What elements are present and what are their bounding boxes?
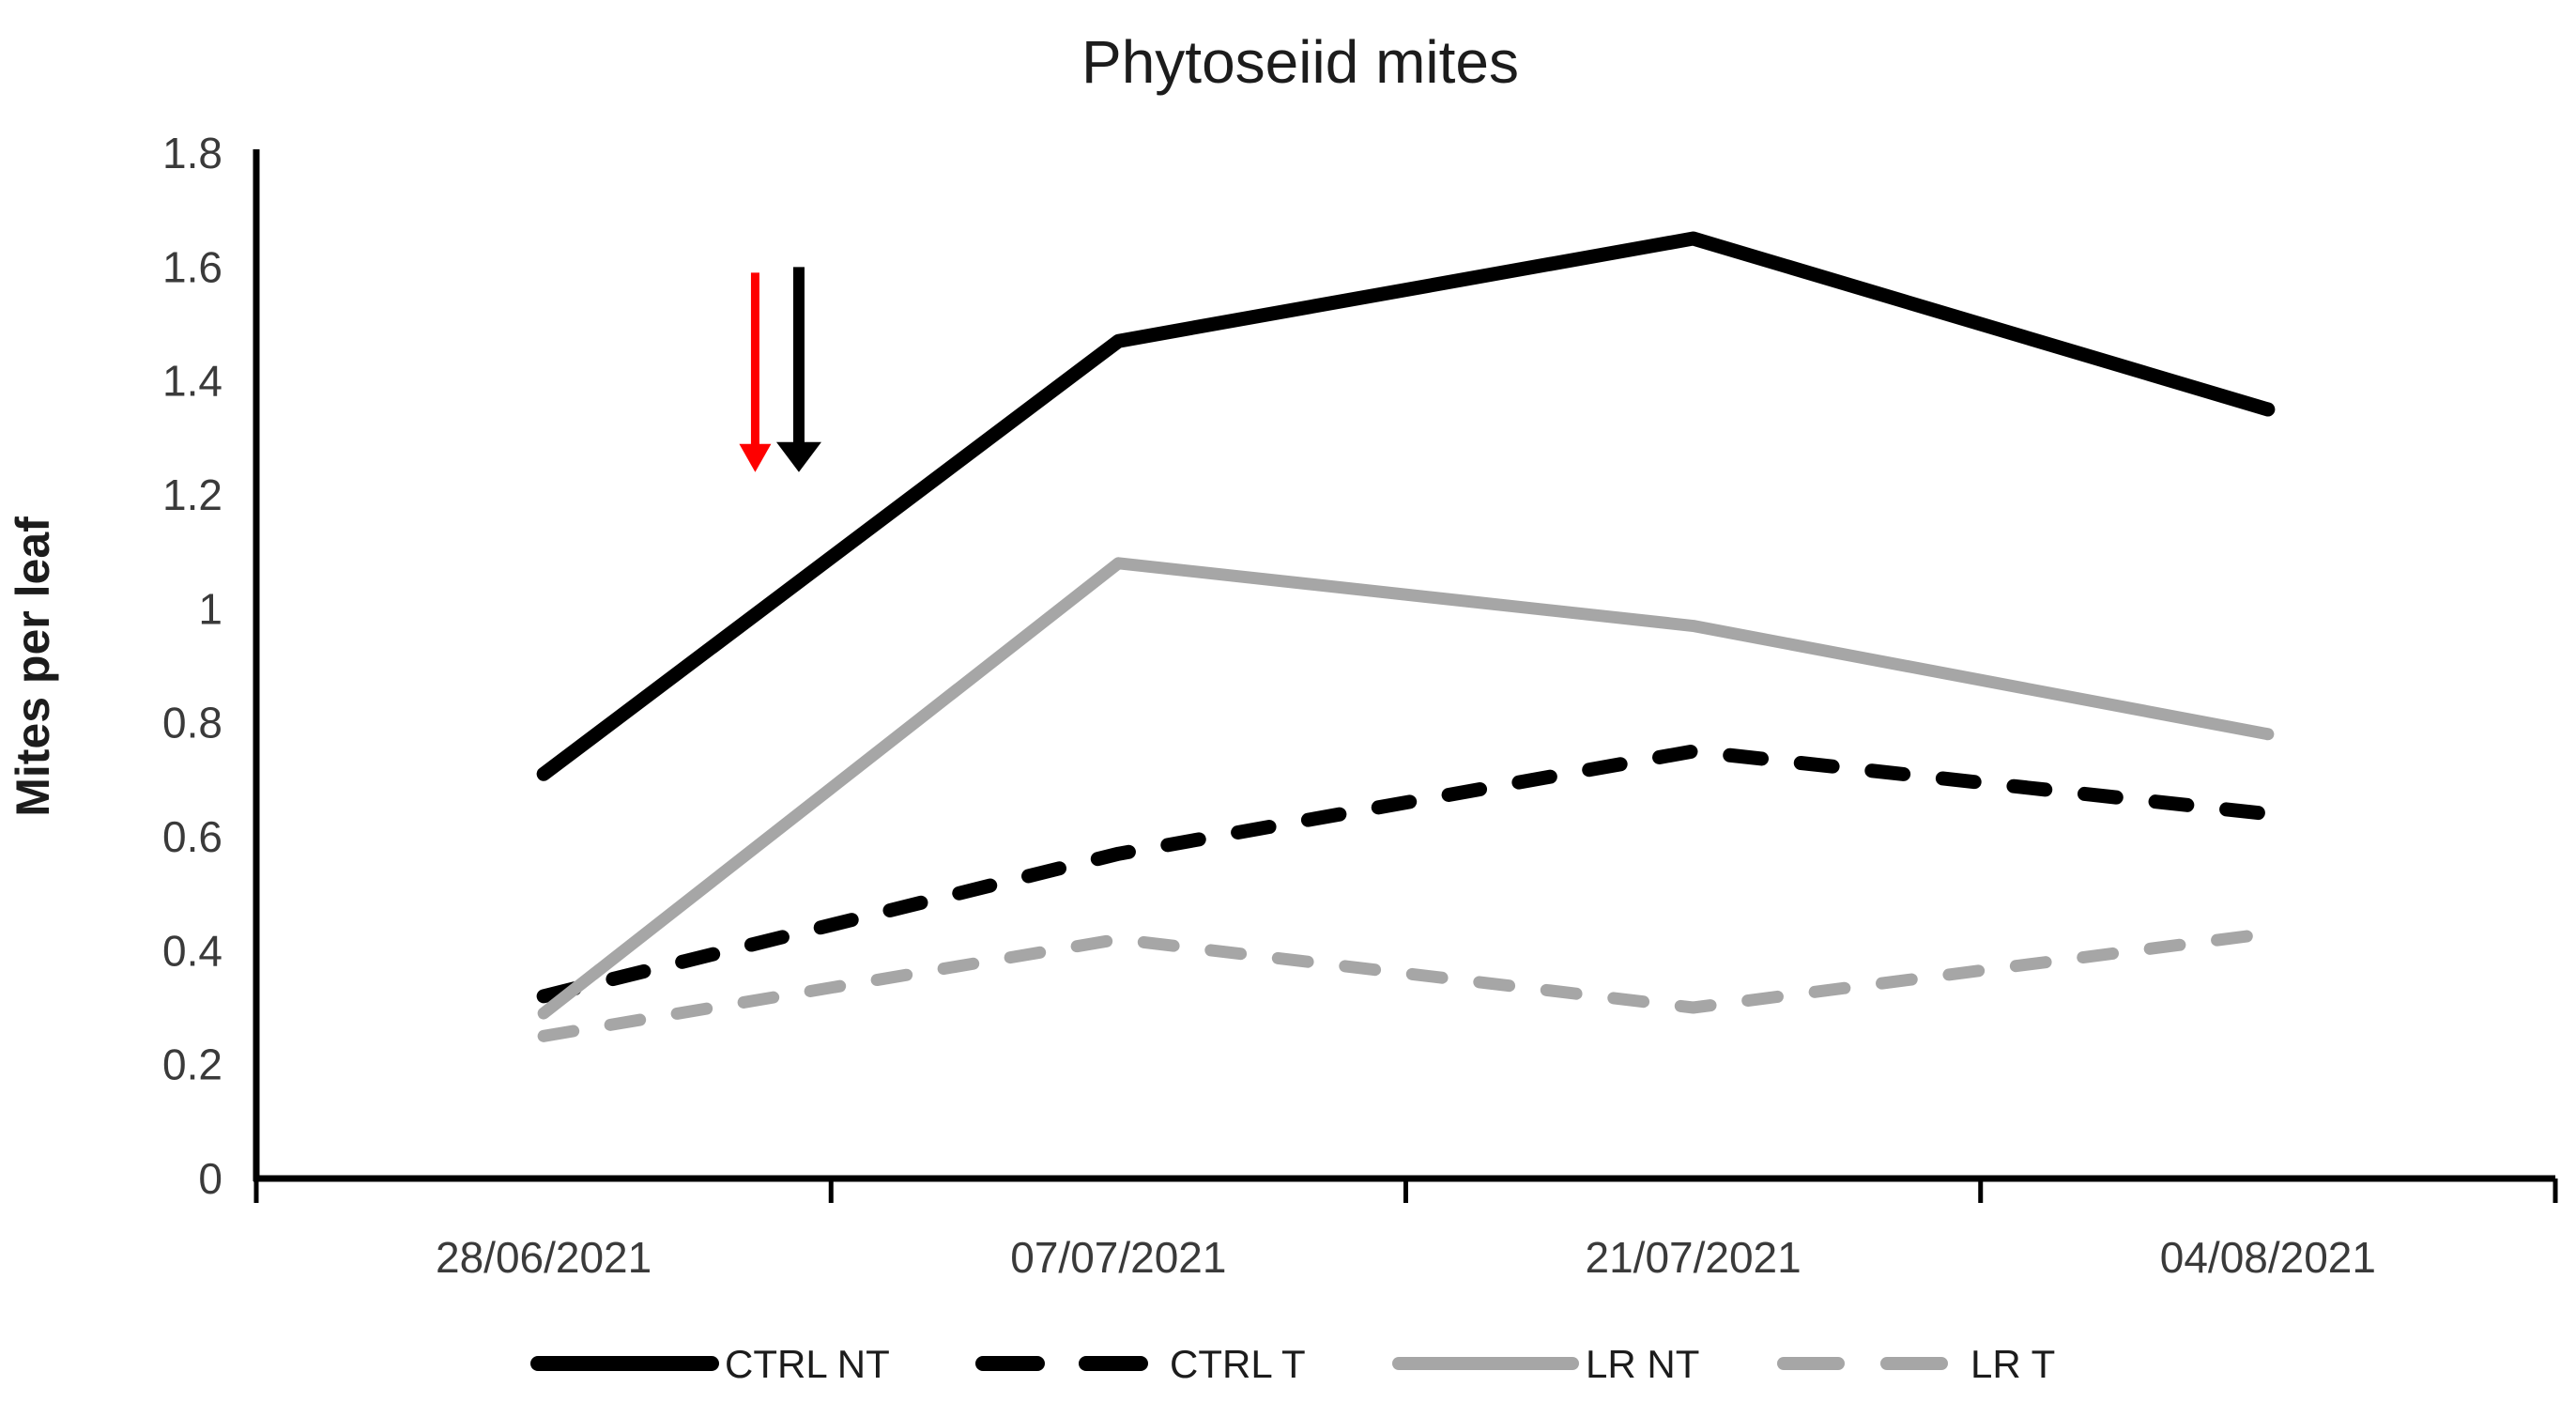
x-tick-label: 28/06/2021 [436,1233,652,1282]
y-tick-label: 0.2 [162,1040,222,1089]
y-tick-label: 1.2 [162,470,222,519]
y-tick-label: 0 [198,1154,222,1203]
legend-item-ctrl-t: CTRL T [975,1342,1306,1386]
chart-legend: CTRL NT CTRL T LR NT LR T [530,1342,2055,1386]
series-line-lr-nt [537,557,2275,1020]
y-axis-title: Mites per leaf [7,516,59,817]
plot-area: 0 0.2 0.4 0.6 0.8 1 1.2 1.4 1.6 1.8 28/06/2021 07/0… [162,129,2558,1282]
series-line-lr-t [537,927,2275,1042]
y-tick-label: 1.6 [162,242,222,291]
legend-item-lr-t: LR T [1777,1342,2055,1386]
legend-item-ctrl-nt: CTRL NT [530,1342,890,1386]
series-line-ctrl-t [536,744,2276,1004]
legend-item-lr-nt: LR NT [1392,1342,1699,1386]
y-tick-label: 0.8 [162,699,222,747]
y-tick-label: 0.6 [162,812,222,861]
y-tick-label: 0.4 [162,926,222,975]
legend-label: CTRL NT [725,1342,890,1386]
legend-label: CTRL T [1170,1342,1306,1386]
x-tick-label: 04/08/2021 [2160,1233,2376,1282]
x-tick-label: 21/07/2021 [1586,1233,1802,1282]
legend-label: LR T [1970,1342,2055,1386]
x-tick-label: 07/07/2021 [1010,1233,1226,1282]
y-tick-label: 1.4 [162,357,222,406]
chart-title: Phytoseiid mites [1081,28,1519,96]
red-arrow-head [739,443,772,472]
legend-label: LR NT [1586,1342,1699,1386]
series-line-ctrl-nt [536,231,2276,781]
y-tick-label: 1.8 [162,129,222,177]
y-tick-label: 1 [198,584,222,633]
black-arrow-head [775,441,821,472]
